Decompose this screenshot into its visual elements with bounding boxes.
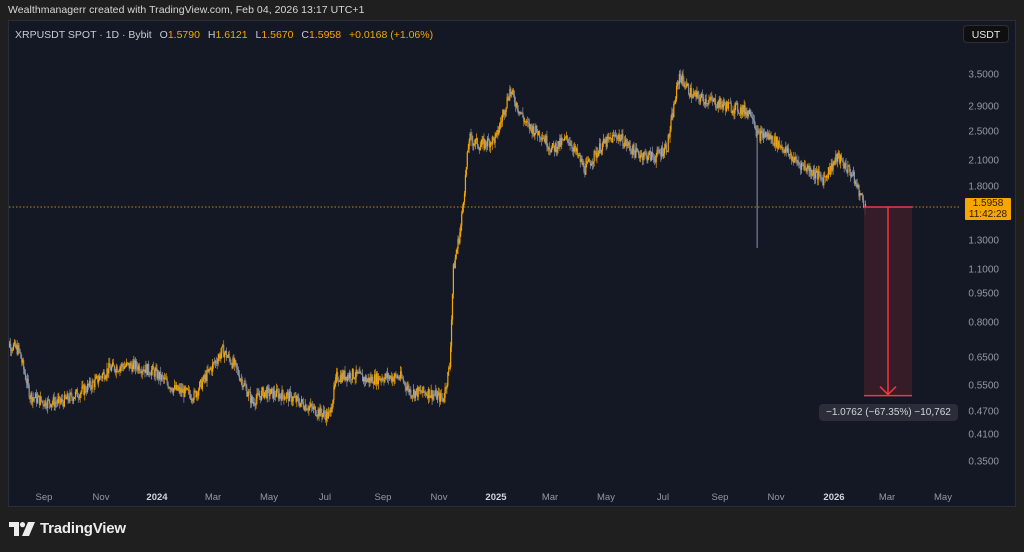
price-axis-label: 2.1000 — [968, 155, 999, 167]
time-axis-label: 2025 — [485, 492, 507, 503]
currency-button[interactable]: USDT — [963, 25, 1009, 43]
time-axis-label: Sep — [35, 492, 53, 503]
time-axis-label: Nov — [430, 492, 448, 503]
bar-countdown: 11:42:28 — [968, 209, 1008, 220]
price-axis-label: 0.6500 — [968, 352, 999, 364]
time-axis-label: Mar — [878, 492, 896, 503]
high-value: 1.6121 — [215, 29, 248, 41]
close-value: 1.5958 — [309, 29, 342, 41]
tradingview-logo-icon — [9, 521, 35, 536]
chart-panel[interactable]: XRPUSDT SPOT · 1D · Bybit O1.5790 H1.612… — [8, 20, 1016, 507]
time-axis-label: Sep — [374, 492, 392, 503]
symbol-legend: XRPUSDT SPOT · 1D · Bybit O1.5790 H1.612… — [15, 29, 433, 41]
price-chart-canvas[interactable] — [9, 21, 1017, 508]
tradingview-brand: TradingView — [40, 520, 126, 537]
price-axis-label: 1.8000 — [968, 181, 999, 193]
change-value: +0.0168 (+1.06%) — [349, 29, 434, 41]
time-axis-label: 2026 — [823, 492, 845, 503]
measure-result-label: −1.0762 (−67.35%) −10,762 — [819, 404, 958, 421]
time-axis-label: Mar — [204, 492, 222, 503]
time-axis-label: May — [934, 492, 952, 503]
tradingview-logo[interactable]: TradingView — [9, 520, 126, 537]
close-label: C — [301, 29, 309, 41]
open-value: 1.5790 — [167, 29, 200, 41]
last-price-value: 1.5958 — [972, 198, 1004, 209]
price-axis-label: 1.1000 — [968, 264, 999, 276]
symbol-label: XRPUSDT SPOT · 1D · Bybit — [15, 29, 152, 41]
price-axis-label: 0.4100 — [968, 429, 999, 441]
open-label: O — [159, 29, 168, 41]
time-axis-label: 2024 — [146, 492, 168, 503]
high-label: H — [207, 29, 216, 41]
price-axis-label: 0.9500 — [968, 288, 999, 300]
price-axis-label: 3.5000 — [968, 69, 999, 81]
price-axis-label: 2.5000 — [968, 126, 999, 138]
price-axis-label: 2.9000 — [968, 101, 999, 113]
time-axis-label: Nov — [767, 492, 785, 503]
price-axis-label: 1.3000 — [968, 235, 999, 247]
price-axis-label: 0.3500 — [968, 456, 999, 468]
time-axis-label: Jul — [656, 492, 670, 503]
price-axis-label: 0.8000 — [968, 317, 999, 329]
price-axis-label: 0.5500 — [968, 380, 999, 392]
low-label: L — [255, 29, 262, 41]
time-axis-label: Jul — [318, 492, 332, 503]
time-axis-label: Sep — [711, 492, 729, 503]
time-axis-label: Mar — [541, 492, 559, 503]
time-axis-label: May — [597, 492, 615, 503]
attribution-text: Wealthmanagerr created with TradingView.… — [8, 4, 365, 16]
last-price-tag: 1.5958 11:42:28 — [965, 198, 1011, 220]
time-axis-label: May — [260, 492, 278, 503]
low-value: 1.5670 — [261, 29, 294, 41]
time-axis-label: Nov — [92, 492, 110, 503]
price-axis-label: 0.4700 — [968, 406, 999, 418]
